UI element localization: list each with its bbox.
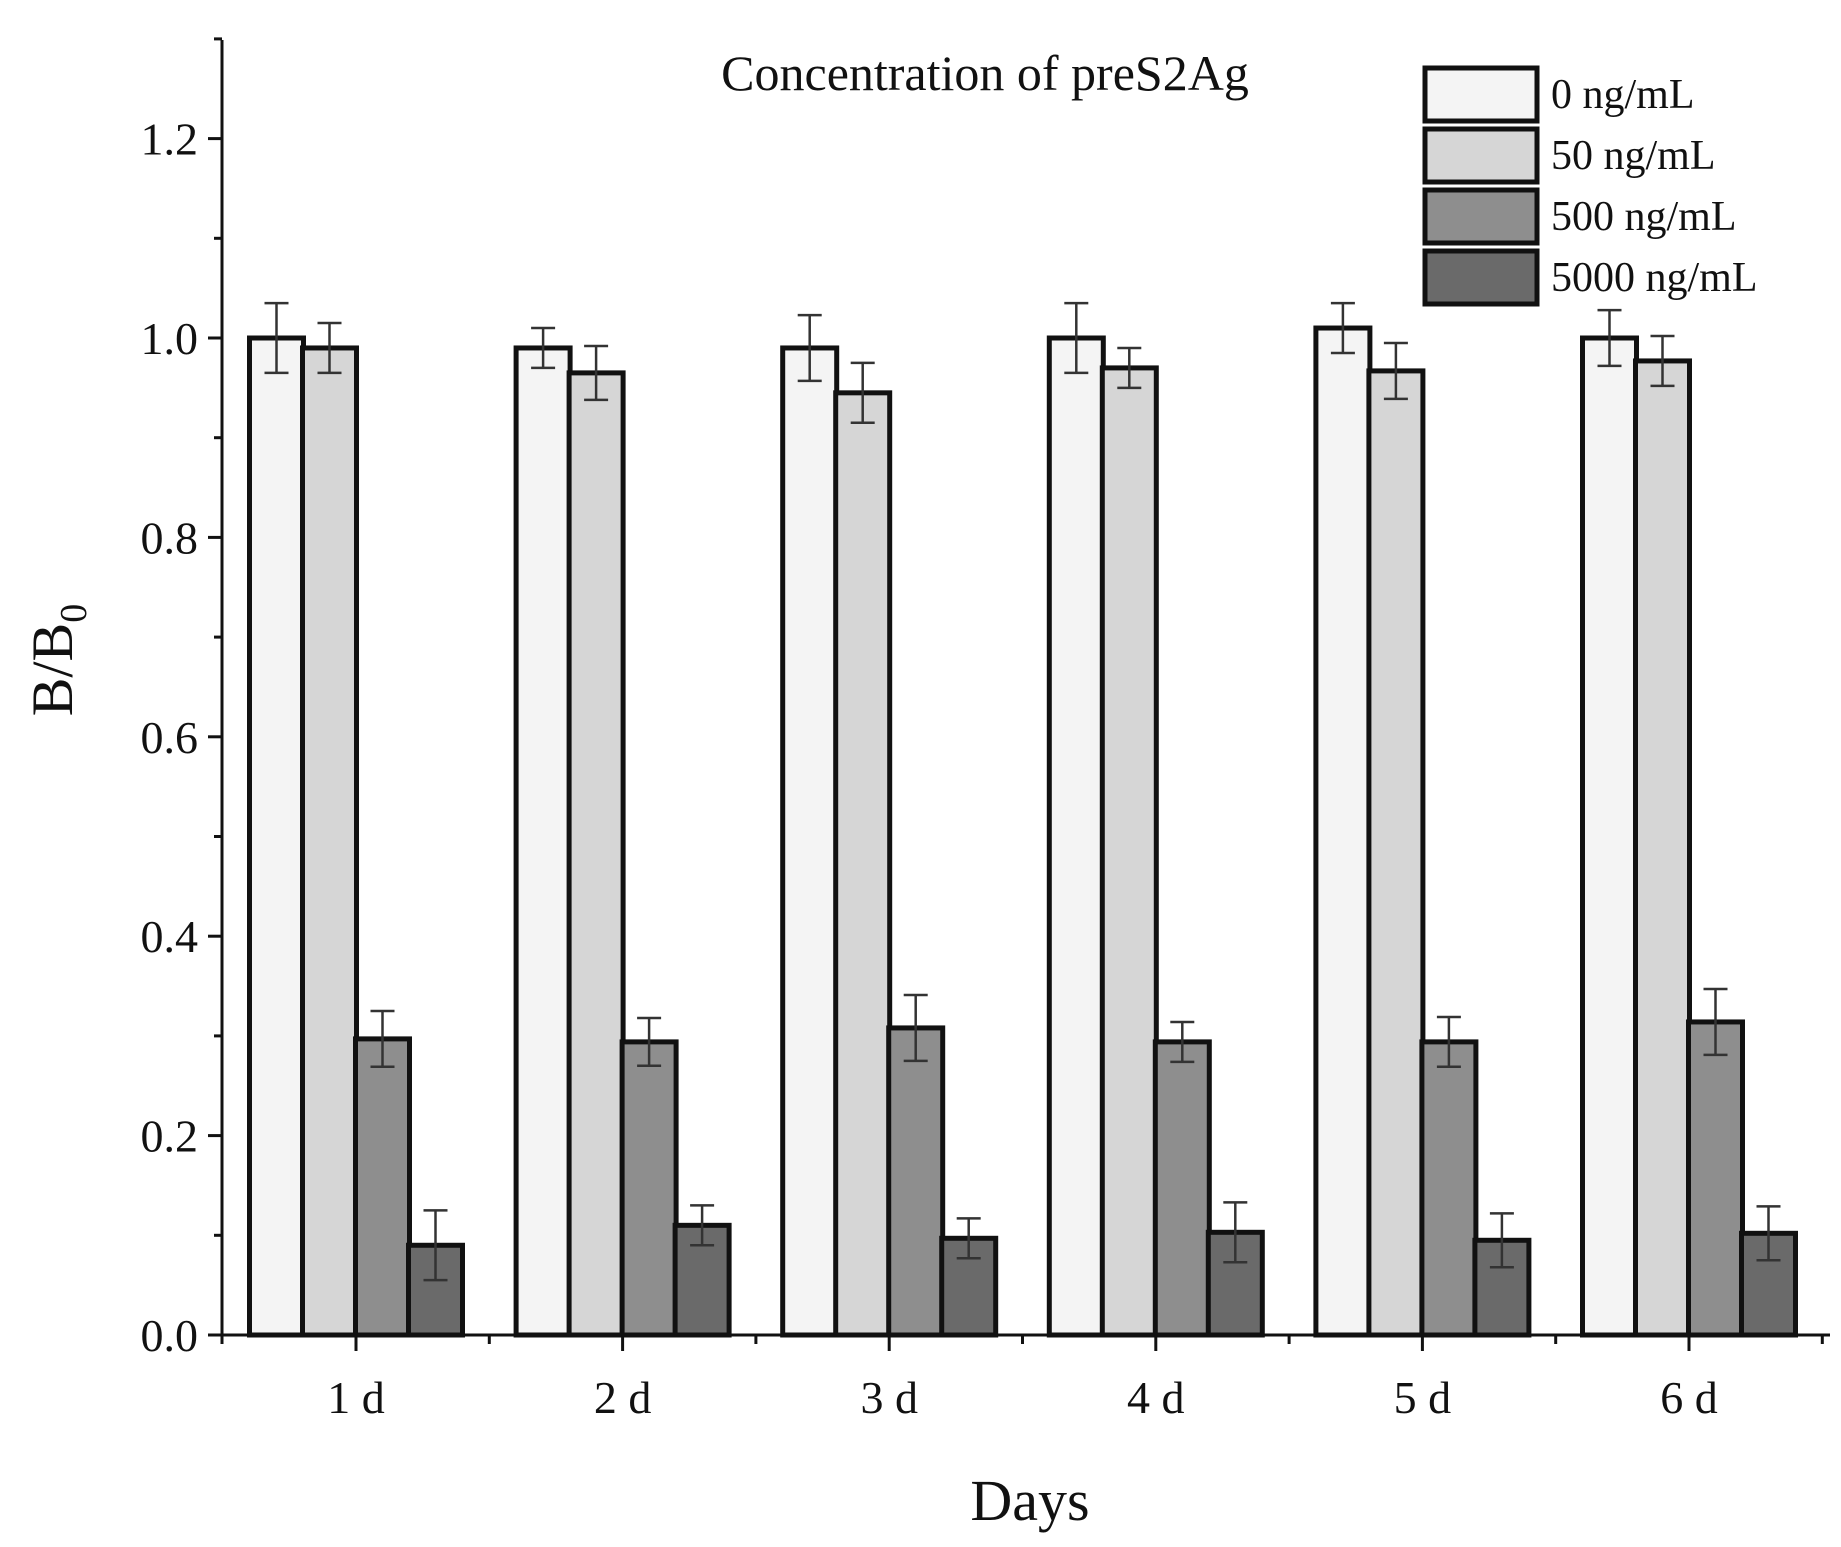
y-axis-title-subscript: 0	[53, 604, 95, 623]
y-axis-title-main: B/B	[20, 623, 85, 717]
y-tick-label: 0.0	[141, 1310, 199, 1361]
y-axis-title: B/B0	[20, 604, 95, 717]
bar	[1366, 368, 1426, 1338]
x-tick-label: 6 d	[1660, 1372, 1718, 1423]
bar	[353, 1036, 412, 1338]
bar	[619, 1039, 679, 1338]
bar	[1152, 1039, 1212, 1338]
y-tick-label: 1.0	[141, 313, 199, 364]
bar	[1313, 325, 1373, 1338]
bar	[513, 345, 573, 1338]
bar	[780, 345, 840, 1338]
x-tick-label: 3 d	[860, 1372, 918, 1423]
bar	[1580, 335, 1639, 1338]
bar	[300, 345, 359, 1338]
y-tick-label: 0.4	[141, 911, 199, 962]
bar	[1099, 365, 1159, 1338]
bar	[886, 1025, 946, 1338]
legend-label: 50 ng/mL	[1551, 133, 1716, 179]
legend-swatch	[1422, 187, 1540, 246]
x-axis-title: Days	[970, 1468, 1089, 1533]
y-tick-label: 0.2	[141, 1111, 199, 1162]
legend: 0 ng/mL 50 ng/mL 500 ng/mL 5000 ng/mL	[1422, 65, 1758, 307]
legend-swatch	[1422, 65, 1540, 124]
x-tick-label: 5 d	[1394, 1372, 1452, 1423]
x-tick-label: 2 d	[594, 1372, 652, 1423]
bars-group	[247, 325, 1798, 1338]
x-tick-label: 4 d	[1127, 1372, 1185, 1423]
bar	[1686, 1019, 1745, 1338]
y-tick-label: 1.2	[141, 114, 199, 165]
legend-label: 500 ng/mL	[1551, 194, 1737, 240]
legend-swatch	[1422, 248, 1540, 307]
x-tick-label: 1 d	[327, 1372, 385, 1423]
bar	[833, 390, 893, 1338]
legend-swatch	[1422, 126, 1540, 185]
bar	[1633, 358, 1692, 1338]
axes-group: 0.0 0.2 0.4 0.6 0.8 1.0 1.2 1 d 2 d 3 d 4 d 5 d 6 d	[141, 37, 1830, 1423]
bar	[566, 370, 626, 1338]
y-tick-label: 0.8	[141, 512, 199, 563]
legend-label: 0 ng/mL	[1551, 72, 1695, 118]
legend-label: 5000 ng/mL	[1551, 255, 1758, 301]
bar	[247, 335, 306, 1338]
error-bars-group	[264, 301, 1781, 1282]
bar	[1046, 335, 1106, 1338]
chart-title: Concentration of preS2Ag	[721, 45, 1249, 101]
y-tick-label: 0.6	[141, 712, 199, 763]
bar	[1419, 1039, 1479, 1338]
